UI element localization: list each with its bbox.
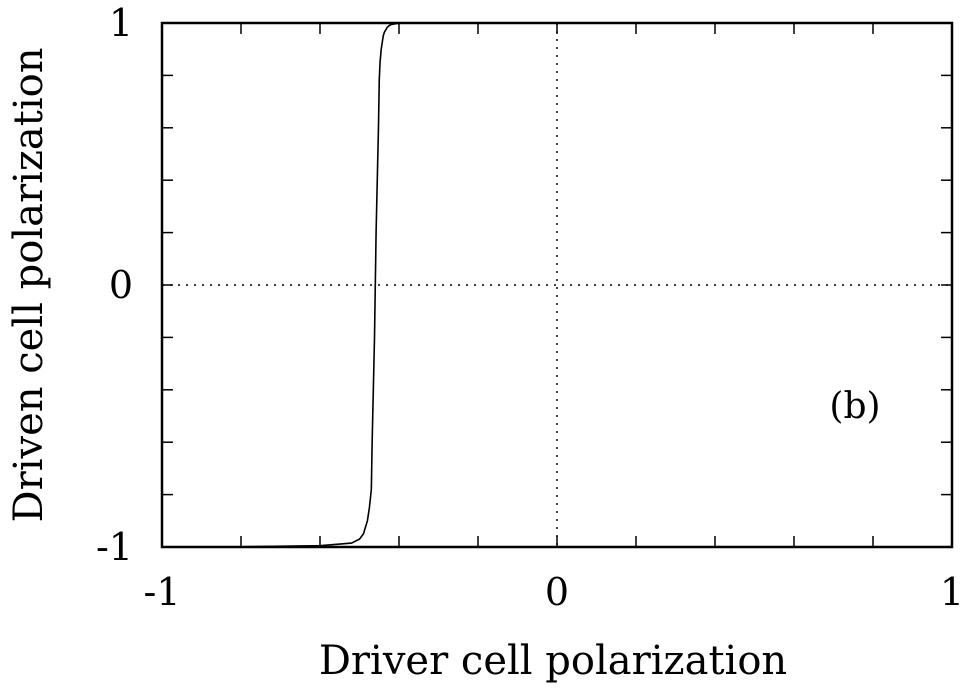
panel-label: (b) bbox=[829, 386, 880, 427]
y-tick-label: 0 bbox=[109, 263, 133, 307]
x-tick-labels: -1 0 1 bbox=[143, 570, 964, 614]
reference-lines bbox=[162, 23, 952, 547]
polarization-curve bbox=[161, 22, 952, 548]
y-tick-labels: -1 0 1 bbox=[96, 1, 133, 569]
y-tick-label: 1 bbox=[109, 1, 133, 45]
tick-marks bbox=[162, 23, 952, 547]
x-axis-title: Driver cell polarization bbox=[319, 638, 787, 684]
plot-frame bbox=[160, 21, 954, 549]
x-tick-label: 1 bbox=[940, 570, 964, 614]
y-axis-title: Driven cell polarization bbox=[6, 48, 52, 523]
x-tick-label: -1 bbox=[143, 570, 180, 614]
y-tick-label: -1 bbox=[96, 525, 133, 569]
x-tick-label: 0 bbox=[545, 570, 569, 614]
